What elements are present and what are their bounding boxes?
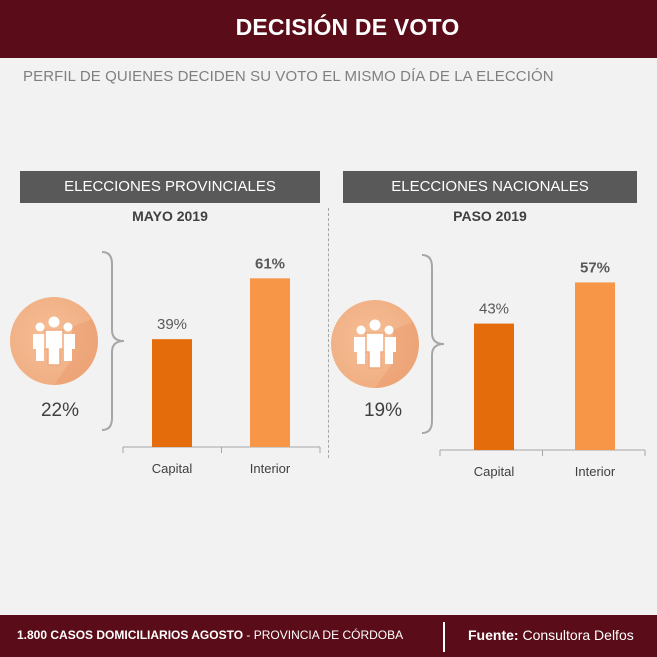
total-pct-nacional: 19%	[363, 400, 403, 421]
total-pct-provincial: 22%	[40, 400, 80, 421]
panel-divider	[328, 208, 329, 458]
footer-region: PROVINCIA DE CÓRDOBA	[253, 628, 404, 642]
footer-divider	[443, 622, 445, 652]
footer-separator: -	[246, 628, 251, 642]
bracket-provincial	[101, 251, 125, 431]
panel-period-provincial: MAYO 2019	[132, 208, 208, 224]
bar-value-label-nacional-capital: 43%	[479, 301, 509, 318]
page-title: DECISIÓN DE VOTO	[235, 14, 460, 40]
bar-value-label-provincial-interior: 61%	[255, 255, 285, 272]
bar-nacional-interior	[575, 282, 615, 450]
bar-value-label-provincial-capital: 39%	[157, 316, 187, 333]
header-bar	[0, 0, 657, 58]
footer-source-name: Consultora Delfos	[522, 627, 634, 643]
x-tick-label-provincial-capital: Capital	[152, 461, 193, 476]
bar-value-label-nacional-interior: 57%	[580, 259, 610, 276]
footer-cases-label: CASOS DOMICILIARIOS AGOSTO	[50, 628, 244, 642]
bar-provincial-capital	[152, 339, 192, 447]
bar-nacional-capital	[474, 323, 514, 450]
panel-title-provincial: ELECCIONES PROVINCIALES	[20, 171, 320, 203]
page-subtitle: PERFIL DE QUIENES DECIDEN SU VOTO EL MIS…	[23, 68, 554, 85]
panel-period-nacional: PASO 2019	[453, 208, 527, 224]
footer-cases-count: 1.800	[17, 628, 48, 642]
people-group-icon	[10, 297, 98, 385]
bar-charts: 39% Capital 61% Interior 43% Capital 57% Interi…	[122, 255, 646, 479]
footer-source-label: Fuente:	[468, 627, 519, 643]
panel-title-nacional: ELECCIONES NACIONALES	[343, 171, 637, 203]
footer-sample-info: 1.800 CASOS DOMICILIARIOS AGOSTO - PROVI…	[17, 628, 403, 642]
bar-provincial-interior	[250, 278, 290, 447]
people-group-icon	[331, 300, 419, 388]
x-tick-label-nacional-interior: Interior	[575, 464, 616, 479]
x-tick-label-nacional-capital: Capital	[474, 464, 515, 479]
x-tick-label-provincial-interior: Interior	[250, 461, 291, 476]
bracket-nacional	[421, 254, 445, 434]
footer-source: Fuente: Consultora Delfos	[468, 627, 634, 643]
footer-bar	[0, 615, 657, 657]
